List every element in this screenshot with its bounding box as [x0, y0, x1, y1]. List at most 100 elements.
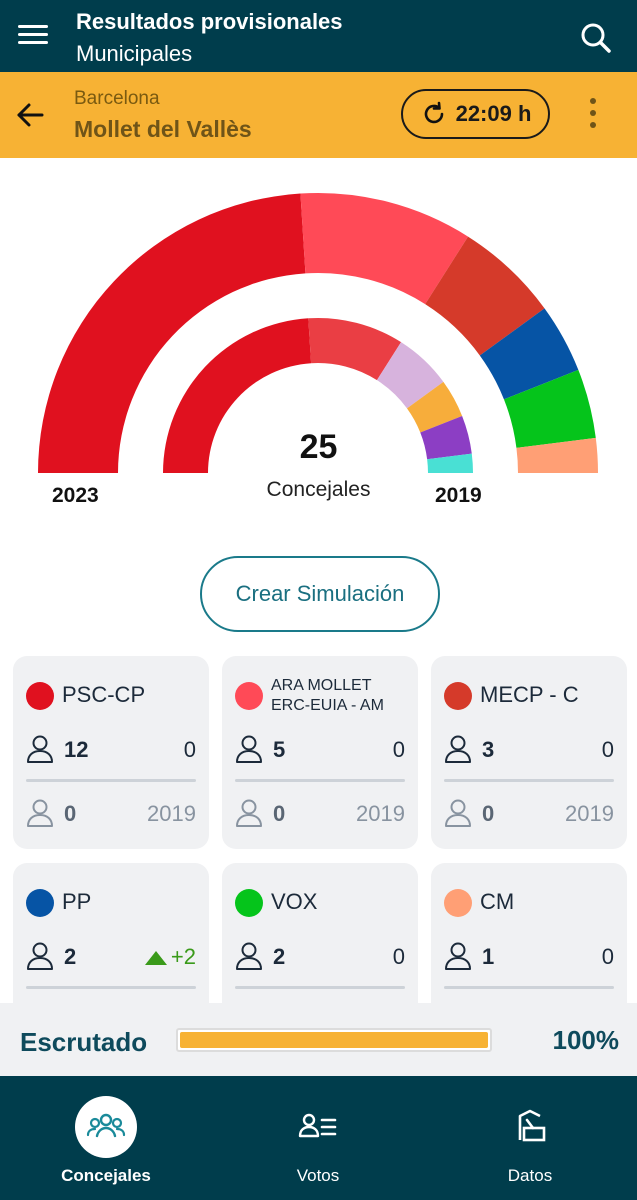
party-seats-2019: 0: [273, 801, 286, 826]
people-group-icon: [86, 1113, 126, 1138]
divider: [235, 779, 405, 782]
location-bar: Barcelona Mollet del Vallès 22:09 h: [0, 72, 637, 158]
seat-arc-2019-4: [420, 415, 472, 460]
divider: [26, 986, 196, 989]
party-color-dot: [235, 682, 263, 710]
party-seats: 12: [64, 737, 89, 762]
party-color-dot: [444, 889, 472, 917]
province-label: Barcelona: [74, 88, 160, 109]
party-name: PSC-CP: [62, 682, 146, 707]
previous-seats-row: 0 2019: [26, 796, 196, 830]
party-card[interactable]: VOX 2 0: [222, 863, 418, 1004]
party-name: CM: [480, 889, 515, 914]
party-name-line: ARA MOLLET: [271, 677, 372, 694]
party-card[interactable]: CM 1 0: [431, 863, 627, 1004]
person-icon: [27, 942, 53, 970]
party-seat-change-value: +2: [170, 944, 196, 969]
person-icon: [236, 735, 262, 763]
seat-arc-2023-5: [516, 437, 598, 473]
seats-row: 1 0: [444, 939, 614, 973]
seat-arc-2019-0: [163, 318, 312, 473]
arrow-left-icon[interactable]: [14, 99, 46, 131]
bottom-navigation: Concejales Votos Datos: [0, 1076, 637, 1200]
nav-label: Votos: [296, 1166, 340, 1185]
party-seats-2019: 0: [482, 801, 495, 826]
person-icon: [445, 942, 471, 970]
person-icon: [27, 735, 53, 763]
previous-year: 2019: [565, 801, 614, 826]
party-card[interactable]: ARA MOLLET ERC-EUIA - AM 5 0 0 2019: [222, 656, 418, 849]
previous-year: 2019: [147, 801, 196, 826]
app-subtitle: Municipales: [76, 41, 193, 66]
party-color-dot: [26, 682, 54, 710]
nav-label: Concejales: [61, 1166, 151, 1185]
party-name: VOX: [271, 889, 318, 914]
party-seats-2019: 0: [64, 801, 77, 826]
seats-row: 2 +2: [26, 939, 196, 973]
party-color-dot: [235, 889, 263, 917]
seat-arc-2023-1: [300, 193, 469, 305]
party-color-dot: [444, 682, 472, 710]
scrutiny-percent: 100%: [552, 1025, 620, 1055]
create-simulation-button[interactable]: Crear Simulación: [200, 556, 440, 632]
seats-row: 2 0: [235, 939, 405, 973]
more-vertical-icon[interactable]: [584, 98, 602, 134]
person-icon: [236, 799, 262, 827]
party-color-dot: [26, 889, 54, 917]
nav-label: Datos: [507, 1166, 553, 1185]
refresh-time-button[interactable]: 22:09 h: [401, 89, 550, 139]
hemicycle-chart: [38, 193, 598, 473]
nav-datos[interactable]: Datos: [424, 1076, 636, 1200]
divider: [444, 986, 614, 989]
person-icon: [236, 942, 262, 970]
party-name: ARA MOLLET ERC-EUIA - AM: [271, 676, 384, 716]
party-seats: 3: [482, 737, 495, 762]
seat-arc-2023-4: [503, 369, 596, 448]
nav-concejales[interactable]: Concejales: [0, 1076, 212, 1200]
inner-ring-year: 2019: [435, 484, 482, 507]
divider: [444, 779, 614, 782]
municipality-label: Mollet del Vallès: [74, 116, 252, 142]
scrutiny-bar: Escrutado 100%: [0, 1003, 637, 1076]
party-seats: 2: [273, 944, 286, 969]
party-seat-change: 0: [601, 944, 614, 969]
person-list-icon: [298, 1113, 337, 1138]
divider: [26, 779, 196, 782]
seat-arc-2023-2: [425, 236, 545, 356]
scrutiny-progress-track: [176, 1028, 492, 1052]
party-name: PP: [62, 889, 92, 914]
person-icon: [27, 799, 53, 827]
person-icon: [445, 799, 471, 827]
party-cards: PSC-CP 12 0 0 2019 ARA MOLLET ERC-EUIA -…: [0, 656, 637, 1004]
seats-row: 5 0: [235, 732, 405, 766]
total-seats: 25: [299, 428, 338, 466]
party-seats: 5: [273, 737, 286, 762]
previous-year: 2019: [356, 801, 405, 826]
refresh-icon: [424, 101, 443, 124]
scrutiny-label: Escrutado: [20, 1027, 148, 1057]
party-seat-change: 0: [392, 944, 405, 969]
ballot-box-icon: [518, 1109, 546, 1142]
seat-arc-2019-2: [376, 342, 444, 409]
seats-chart: 25 Concejales 2023 2019: [0, 158, 637, 538]
party-seat-change: 0: [183, 737, 196, 762]
party-seat-change: +2: [144, 944, 196, 970]
party-card[interactable]: PSC-CP 12 0 0 2019: [13, 656, 209, 849]
party-name: MECP - C: [480, 682, 579, 707]
seat-arc-2019-1: [308, 318, 402, 381]
hamburger-menu-icon[interactable]: [18, 20, 54, 52]
search-icon[interactable]: [578, 20, 614, 56]
seat-arc-2019-5: [427, 453, 473, 473]
outer-ring-year: 2023: [52, 484, 99, 507]
app-title: Resultados provisionales: [76, 9, 343, 34]
nav-votos[interactable]: Votos: [212, 1076, 424, 1200]
scrutiny-progress-fill: [180, 1032, 488, 1048]
party-seats: 1: [482, 944, 495, 969]
total-seats-label: Concejales: [266, 478, 371, 501]
seats-row: 3 0: [444, 732, 614, 766]
update-time: 22:09 h: [455, 101, 532, 126]
previous-seats-row: 0 2019: [444, 796, 614, 830]
party-card[interactable]: PP 2 +2: [13, 863, 209, 1004]
previous-seats-row: 0 2019: [235, 796, 405, 830]
party-card[interactable]: MECP - C 3 0 0 2019: [431, 656, 627, 849]
